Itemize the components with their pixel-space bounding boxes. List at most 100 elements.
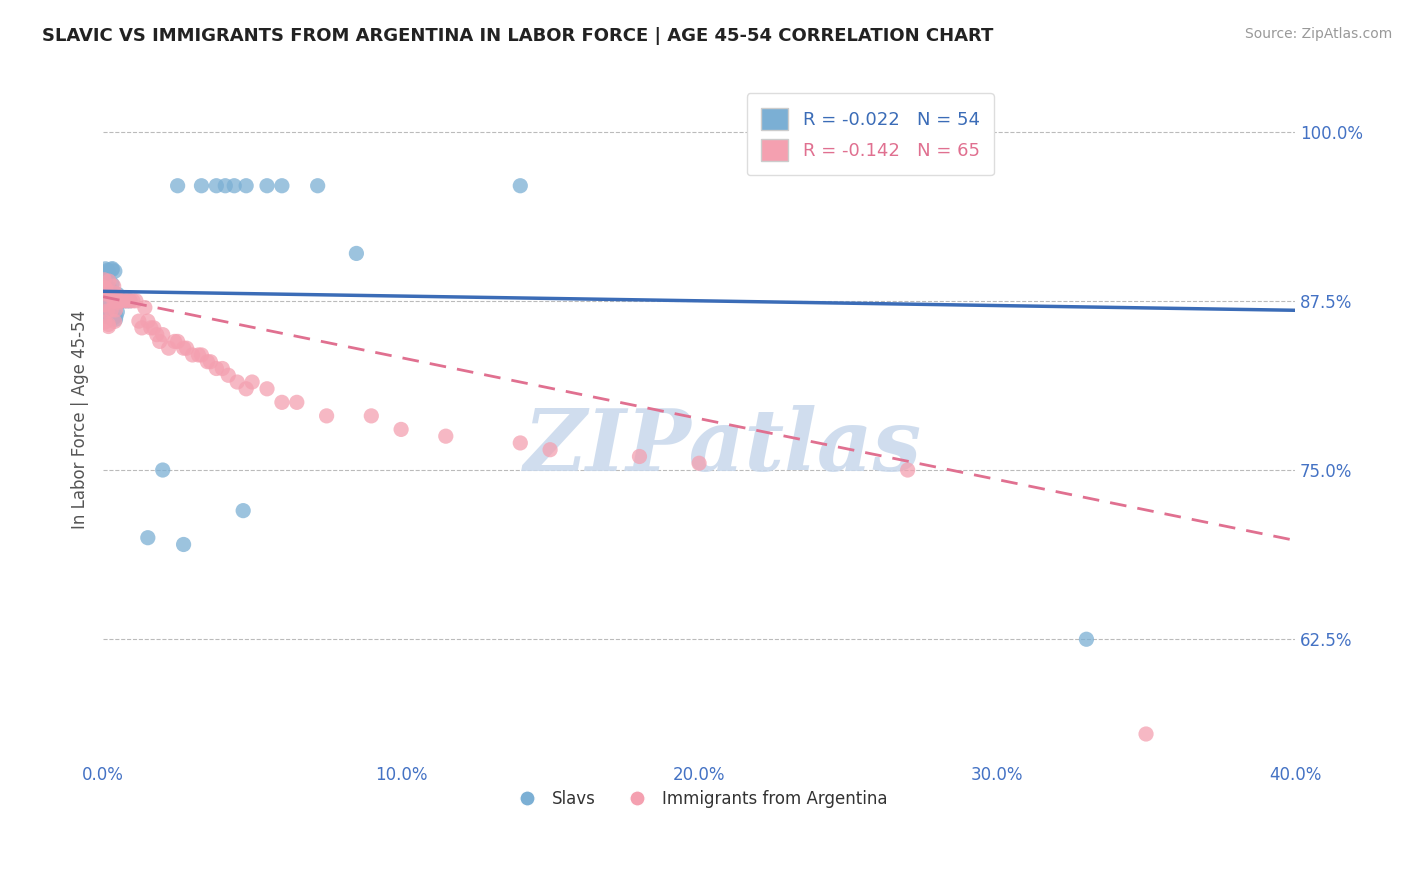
Point	[93, 296, 115, 310]
Point	[173, 341, 195, 355]
Point	[107, 293, 129, 308]
Point	[187, 348, 209, 362]
Point	[97, 297, 120, 311]
Point	[200, 355, 222, 369]
Point	[149, 334, 172, 349]
Text: SLAVIC VS IMMIGRANTS FROM ARGENTINA IN LABOR FORCE | AGE 45-54 CORRELATION CHART: SLAVIC VS IMMIGRANTS FROM ARGENTINA IN L…	[42, 27, 994, 45]
Point	[235, 382, 257, 396]
Point	[100, 285, 122, 300]
Point	[96, 304, 118, 318]
Point	[103, 290, 125, 304]
Point	[94, 315, 117, 329]
Point	[360, 409, 382, 423]
Point	[103, 310, 125, 325]
Point	[101, 311, 124, 326]
Point	[235, 178, 257, 193]
Point	[105, 305, 128, 319]
Point	[145, 327, 167, 342]
Point	[688, 456, 710, 470]
Point	[538, 442, 561, 457]
Point	[1076, 632, 1098, 647]
Point	[307, 178, 329, 193]
Point	[104, 264, 127, 278]
Point	[110, 293, 132, 308]
Y-axis label: In Labor Force | Age 45-54: In Labor Force | Age 45-54	[72, 310, 89, 529]
Point	[100, 303, 122, 318]
Point	[101, 277, 124, 291]
Point	[214, 178, 236, 193]
Point	[205, 361, 228, 376]
Point	[125, 293, 148, 308]
Point	[134, 301, 156, 315]
Point	[94, 310, 117, 324]
Point	[98, 293, 121, 308]
Point	[118, 293, 141, 308]
Point	[115, 293, 138, 308]
Point	[285, 395, 308, 409]
Point	[93, 298, 115, 312]
Point	[96, 263, 118, 277]
Point	[101, 262, 124, 277]
Point	[96, 287, 118, 301]
Legend: Slavs, Immigrants from Argentina: Slavs, Immigrants from Argentina	[503, 783, 894, 814]
Point	[107, 287, 129, 301]
Point	[139, 321, 162, 335]
Point	[94, 281, 117, 295]
Point	[104, 286, 127, 301]
Point	[101, 261, 124, 276]
Point	[97, 319, 120, 334]
Point	[152, 327, 174, 342]
Point	[256, 382, 278, 396]
Point	[100, 303, 122, 318]
Point	[136, 531, 159, 545]
Point	[136, 314, 159, 328]
Point	[94, 270, 117, 285]
Point	[93, 298, 115, 312]
Point	[190, 348, 212, 362]
Text: ZIPatlas: ZIPatlas	[524, 405, 922, 488]
Point	[205, 178, 228, 193]
Point	[509, 436, 531, 450]
Point	[97, 281, 120, 295]
Point	[389, 422, 412, 436]
Point	[166, 334, 188, 349]
Point	[91, 279, 114, 293]
Point	[166, 178, 188, 193]
Point	[197, 355, 219, 369]
Point	[94, 261, 117, 276]
Point	[96, 265, 118, 279]
Point	[1135, 727, 1157, 741]
Point	[256, 178, 278, 193]
Point	[96, 304, 118, 318]
Point	[94, 300, 117, 314]
Point	[104, 293, 127, 307]
Point	[152, 463, 174, 477]
Point	[131, 321, 153, 335]
Point	[97, 274, 120, 288]
Point	[181, 348, 204, 362]
Point	[103, 279, 125, 293]
Point	[224, 178, 246, 193]
Point	[897, 463, 920, 477]
Point	[142, 321, 165, 335]
Point	[344, 246, 367, 260]
Point	[94, 272, 117, 286]
Point	[271, 395, 294, 409]
Point	[628, 450, 651, 464]
Point	[104, 302, 127, 317]
Point	[211, 361, 233, 376]
Point	[128, 314, 150, 328]
Point	[240, 375, 263, 389]
Point	[104, 312, 127, 326]
Point	[176, 341, 198, 355]
Point	[232, 503, 254, 517]
Point	[112, 293, 135, 308]
Point	[107, 295, 129, 310]
Point	[190, 178, 212, 193]
Point	[93, 273, 115, 287]
Point	[157, 341, 180, 355]
Point	[315, 409, 337, 423]
Point	[271, 178, 294, 193]
Point	[97, 266, 120, 280]
Point	[104, 291, 127, 305]
